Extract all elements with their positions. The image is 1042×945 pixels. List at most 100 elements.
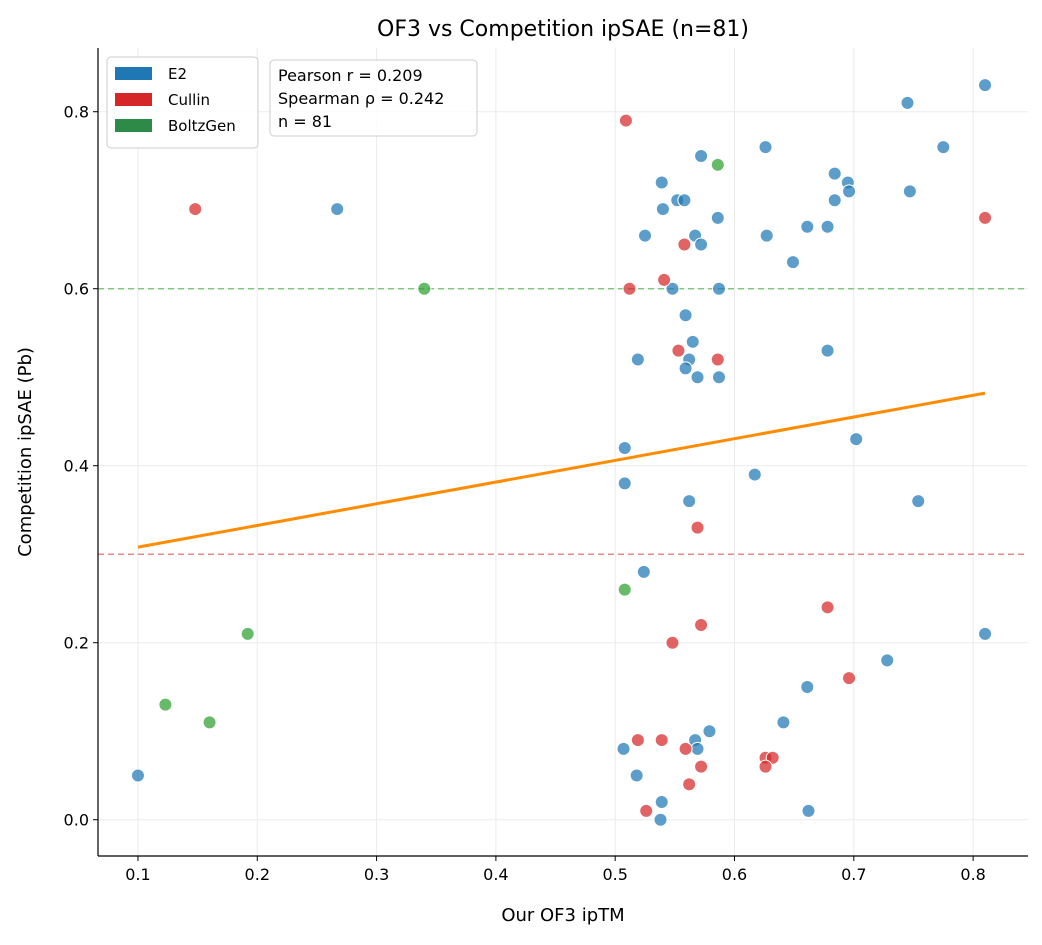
point-e2 — [902, 184, 917, 199]
y-tick-label: 0.6 — [64, 280, 89, 299]
point-cullin — [842, 671, 857, 686]
x-tick-label: 0.4 — [483, 865, 508, 884]
point-e2 — [880, 653, 895, 668]
point-cullin — [677, 237, 692, 252]
point-e2 — [617, 441, 632, 456]
point-e2 — [900, 95, 915, 110]
point-e2 — [710, 210, 725, 225]
chart-title: OF3 vs Competition ipSAE (n=81) — [377, 17, 749, 42]
x-tick-label: 0.2 — [245, 865, 270, 884]
grid — [98, 48, 1028, 856]
point-e2 — [801, 803, 816, 818]
stats-box: Pearson r = 0.209 Spearman ρ = 0.242 n =… — [269, 59, 478, 137]
point-e2 — [800, 219, 815, 234]
point-boltzgen — [202, 715, 217, 730]
point-e2 — [682, 494, 697, 509]
data-points — [130, 78, 993, 827]
point-e2 — [785, 255, 800, 270]
stats-spearman: Spearman ρ = 0.242 — [278, 89, 444, 108]
point-e2 — [654, 175, 669, 190]
threshold-lines — [98, 287, 1028, 555]
x-tick-label: 0.5 — [602, 865, 627, 884]
point-e2 — [711, 370, 726, 385]
point-e2 — [827, 193, 842, 208]
point-cullin — [188, 202, 203, 217]
point-cullin — [710, 352, 725, 367]
point-e2 — [694, 148, 709, 163]
point-cullin — [630, 733, 645, 748]
point-e2 — [694, 237, 709, 252]
regression-line — [137, 391, 986, 549]
point-e2 — [690, 370, 705, 385]
legend-swatch-boltzgen — [115, 119, 152, 132]
point-boltzgen — [240, 626, 255, 641]
point-cullin — [665, 635, 680, 650]
point-e2 — [849, 432, 864, 447]
point-e2 — [747, 467, 762, 482]
x-tick-label: 0.3 — [364, 865, 389, 884]
stats-n: n = 81 — [278, 112, 332, 131]
x-tick-label: 0.6 — [722, 865, 747, 884]
point-cullin — [678, 741, 693, 756]
point-cullin — [657, 272, 672, 287]
point-e2 — [636, 564, 651, 579]
point-cullin — [671, 343, 686, 358]
x-tick-label: 0.7 — [841, 865, 866, 884]
point-e2 — [685, 334, 700, 349]
point-e2 — [629, 768, 644, 783]
point-e2 — [690, 741, 705, 756]
y-axis-label: Competition ipSAE (Pb) — [15, 347, 36, 557]
point-cullin — [622, 281, 637, 296]
point-e2 — [759, 228, 774, 243]
legend: E2 Cullin BoltzGen — [106, 56, 259, 149]
point-e2 — [820, 343, 835, 358]
point-e2 — [827, 166, 842, 181]
x-tick-label: 0.1 — [125, 865, 150, 884]
point-e2 — [678, 308, 693, 323]
y-tick-label: 0.4 — [64, 457, 89, 476]
point-e2 — [776, 715, 791, 730]
point-cullin — [654, 733, 669, 748]
point-e2 — [911, 494, 926, 509]
point-e2 — [758, 140, 773, 155]
point-e2 — [616, 741, 631, 756]
point-e2 — [665, 281, 680, 296]
point-e2 — [655, 202, 670, 217]
point-e2 — [630, 352, 645, 367]
point-cullin — [694, 618, 709, 633]
stats-pearson: Pearson r = 0.209 — [278, 66, 423, 85]
point-cullin — [682, 777, 697, 792]
point-e2 — [677, 193, 692, 208]
point-cullin — [820, 600, 835, 615]
point-cullin — [639, 803, 654, 818]
point-e2 — [842, 184, 857, 199]
point-e2 — [702, 724, 717, 739]
legend-label: Cullin — [168, 91, 210, 109]
y-tick-label: 0.8 — [64, 103, 89, 122]
point-e2 — [130, 768, 145, 783]
point-cullin — [618, 113, 633, 128]
y-tick-label: 0.2 — [64, 634, 89, 653]
point-boltzgen — [417, 281, 432, 296]
point-e2 — [653, 812, 668, 827]
point-e2 — [617, 476, 632, 491]
legend-swatch-cullin — [115, 93, 152, 106]
point-e2 — [330, 202, 345, 217]
x-tick-label: 0.8 — [960, 865, 985, 884]
point-e2 — [678, 361, 693, 376]
point-e2 — [638, 228, 653, 243]
legend-label: E2 — [168, 65, 187, 83]
point-e2 — [978, 78, 993, 93]
point-cullin — [694, 759, 709, 774]
point-e2 — [800, 679, 815, 694]
point-e2 — [936, 140, 951, 155]
axes: 0.1 0.2 0.3 0.4 0.5 0.6 0.7 0.8 0.0 0.2 0.4 0.6 0.8 — [64, 48, 1028, 884]
x-axis-label: Our OF3 ipTM — [501, 905, 624, 926]
point-boltzgen — [710, 157, 725, 172]
legend-label: BoltzGen — [168, 117, 236, 135]
point-boltzgen — [158, 697, 173, 712]
y-tick-label: 0.0 — [64, 811, 89, 830]
point-e2 — [978, 626, 993, 641]
point-boltzgen — [617, 582, 632, 597]
